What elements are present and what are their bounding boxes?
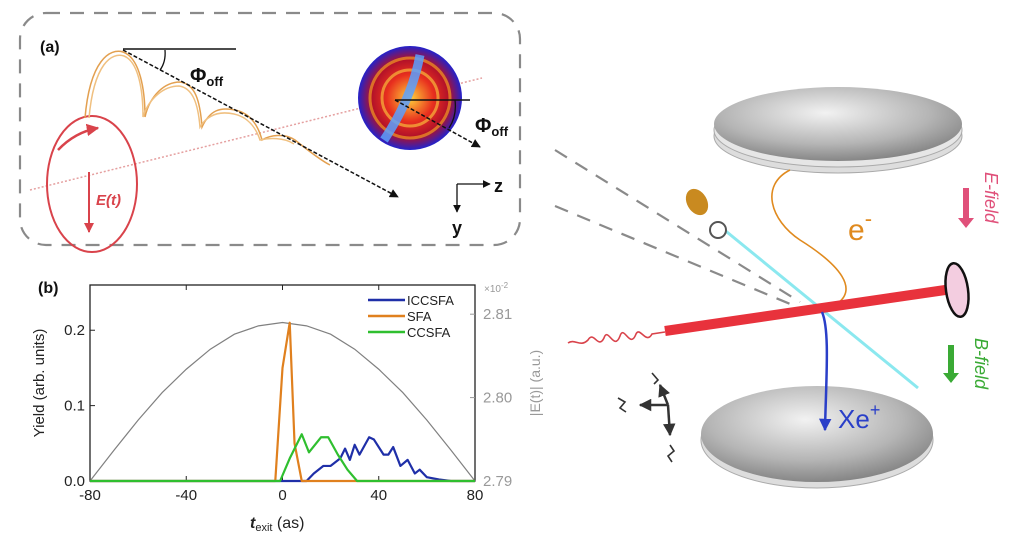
x-tick-label: -40: [175, 487, 197, 504]
coordinate-axes-icon: [617, 372, 676, 463]
y-tick-label: 0.1: [64, 398, 85, 415]
ion-charge: +: [870, 400, 881, 420]
electron-label: e-: [848, 206, 872, 247]
x-label-t: t: [250, 515, 256, 532]
e-field-arrow-icon: [958, 188, 974, 228]
drift-direction-arrow-2: [394, 99, 481, 148]
top-electrode-plate: [713, 87, 963, 174]
distribution-ring: [368, 56, 452, 140]
gas-nozzle-icon: [685, 188, 727, 239]
panel-a-frame: [18, 11, 522, 247]
y2-tick-label: 2.81: [483, 306, 512, 323]
phi-subscript: off: [206, 74, 223, 89]
y-tick-label: 0.2: [64, 322, 85, 339]
legend-label-ccsfa: CCSFA: [407, 325, 451, 340]
phi-subscript: off: [491, 124, 508, 139]
x-axis-label: texit (as): [250, 515, 304, 534]
axis-z-label: z: [494, 176, 503, 196]
zoom-guide-line: [554, 149, 801, 303]
electron-trajectory: [84, 50, 331, 166]
series-line-ccsfa: [90, 433, 475, 483]
y-axis-label: Yield (arb. units): [31, 329, 48, 438]
b-field-arrow-icon: [943, 345, 959, 383]
e-field-label: E-field: [981, 172, 1001, 224]
panel-a: (a) E(t) Φoff Φoff z y: [18, 11, 522, 253]
bottom-electrode-plate: [700, 386, 934, 489]
y2-tick-label: 2.79: [483, 473, 512, 490]
axis-y-label: y: [452, 218, 462, 238]
y-tick-label: 0.0: [64, 473, 85, 490]
field-envelope-curve: [89, 321, 476, 482]
legend-label-sfa: SFA: [407, 309, 432, 324]
y2-multiplier: ×10-2: [484, 281, 509, 295]
beam-dump-icon: [944, 261, 970, 319]
legend-label-iccsfa: ICCSFA: [407, 293, 454, 308]
phi-symbol: Φ: [190, 65, 206, 87]
phi-angle-arc-2: [448, 99, 457, 129]
x-tick-label: 80: [467, 487, 484, 504]
distribution-node-line: [380, 54, 425, 143]
x-label-sub: exit: [255, 522, 272, 534]
ion-label: Xe+: [838, 400, 880, 434]
laser-beam: [664, 284, 953, 336]
ion-path: [818, 311, 832, 432]
panel-b-label: (b): [38, 280, 58, 297]
phi-symbol: Φ: [475, 115, 491, 137]
electron-path: [771, 169, 847, 306]
electron-symbol: e: [848, 214, 865, 247]
y2-tick-label: 2.80: [483, 390, 512, 407]
field-ellipse: [46, 115, 138, 253]
distribution-ring: [380, 68, 440, 128]
x-tick-label: -80: [79, 487, 101, 504]
x-label-unit: (as): [272, 515, 304, 532]
y2-multiplier-base: ×10: [484, 284, 501, 295]
laser-pulse-icon: [567, 331, 666, 344]
y2-multiplier-exp: -2: [501, 281, 509, 290]
zoom-guide-line: [554, 204, 796, 308]
electron-charge: -: [865, 206, 872, 231]
x-tick-label: 0: [278, 487, 286, 504]
setup-schematic: e- Xe+ E-field B-field: [554, 87, 1001, 489]
panel-a-label: (a): [40, 39, 60, 56]
x-tick-label: 40: [370, 487, 387, 504]
b-field-label: B-field: [971, 338, 991, 390]
rotation-arrow: [57, 123, 100, 151]
phi-angle-arc: [159, 49, 166, 71]
field-label: E(t): [96, 192, 121, 209]
panel-b-chart: (b) -80 -40 0 40 80 0.0 0.1 0.2 2.79 2.80 2.81 Yie…: [31, 280, 543, 534]
drift-direction-arrow: [122, 49, 399, 198]
phi-off-label: Φoff: [190, 65, 224, 89]
series-line-sfa: [90, 321, 475, 483]
ion-symbol: Xe: [838, 404, 870, 434]
phi-off-label-2: Φoff: [475, 115, 509, 139]
series-line-iccsfa: [90, 436, 475, 483]
y2-axis-label: |E(t)| (a.u.): [527, 350, 543, 416]
